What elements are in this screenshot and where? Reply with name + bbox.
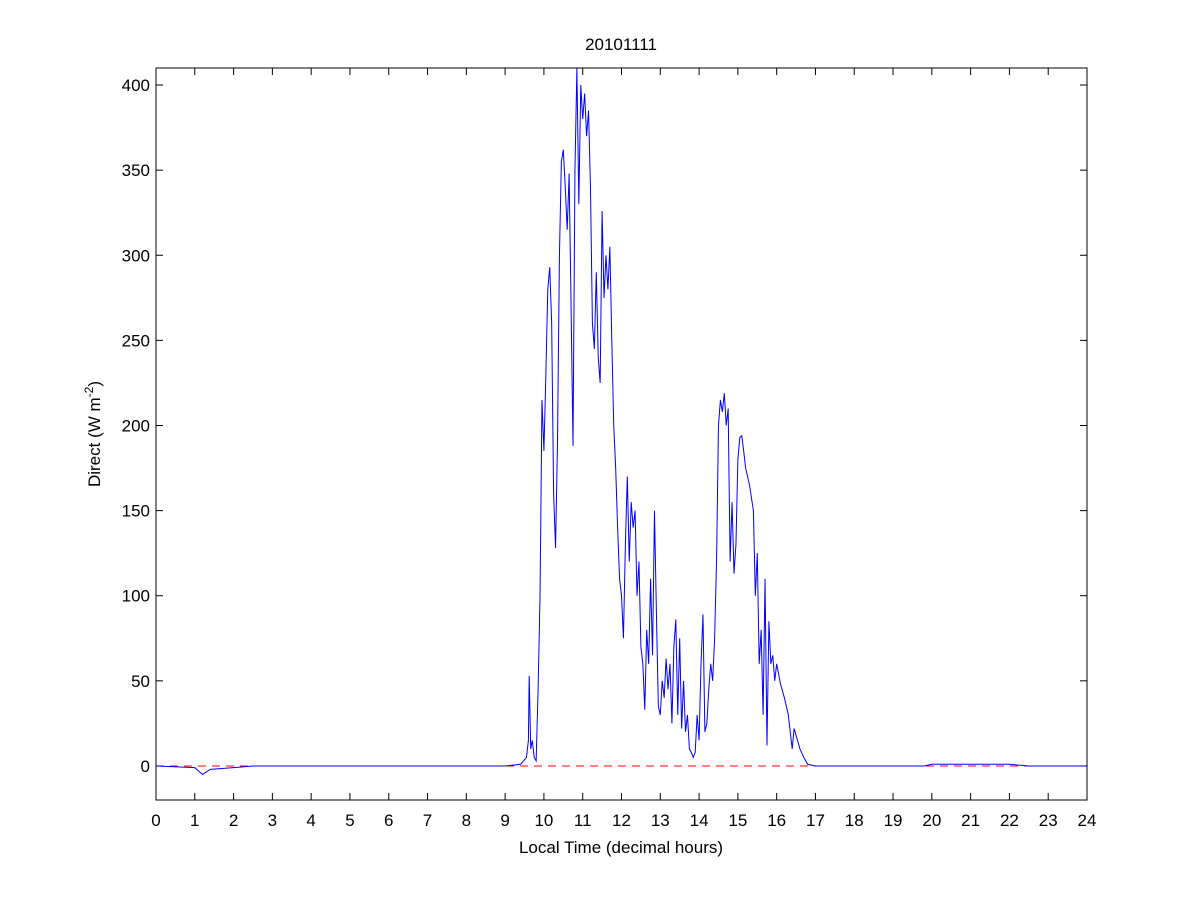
x-tick-label: 21 <box>961 811 980 830</box>
x-tick-label: 16 <box>767 811 786 830</box>
x-tick-label: 0 <box>151 811 160 830</box>
x-tick-label: 18 <box>845 811 864 830</box>
x-tick-label: 19 <box>884 811 903 830</box>
y-tick-label: 350 <box>122 161 150 180</box>
x-tick-label: 4 <box>306 811 315 830</box>
y-tick-label: 400 <box>122 76 150 95</box>
x-axis-label: Local Time (decimal hours) <box>519 838 723 857</box>
x-tick-label: 9 <box>500 811 509 830</box>
x-tick-label: 7 <box>423 811 432 830</box>
y-tick-label: 50 <box>131 672 150 691</box>
y-tick-label: 100 <box>122 587 150 606</box>
y-tick-label: 300 <box>122 246 150 265</box>
x-tick-label: 2 <box>229 811 238 830</box>
y-tick-label: 250 <box>122 331 150 350</box>
data-line <box>155 67 1087 776</box>
y-axis-label-sup: -2 <box>82 386 96 397</box>
x-tick-label: 23 <box>1039 811 1058 830</box>
y-tick-label: 0 <box>141 757 150 776</box>
x-tick-label: 6 <box>384 811 393 830</box>
y-axis-label-end: ) <box>85 381 104 387</box>
y-tick-label: 150 <box>122 502 150 521</box>
x-tick-label: 14 <box>690 811 709 830</box>
y-tick-label: 200 <box>122 416 150 435</box>
x-tick-label: 5 <box>345 811 354 830</box>
x-tick-label: 22 <box>1000 811 1019 830</box>
x-tick-label: 17 <box>806 811 825 830</box>
chart-title: 20101111 <box>585 35 657 54</box>
y-axis-label: Direct (W m-2) <box>82 381 104 487</box>
x-tick-label: 20 <box>922 811 941 830</box>
x-tick-label: 15 <box>728 811 747 830</box>
x-tick-label: 10 <box>534 811 553 830</box>
x-tick-label: 3 <box>268 811 277 830</box>
x-tick-label: 11 <box>574 811 592 830</box>
plot-frame <box>155 67 1088 801</box>
x-tick-label: 13 <box>651 811 670 830</box>
x-tick-label: 8 <box>462 811 471 830</box>
x-tick-label: 1 <box>190 811 199 830</box>
x-tick-label: 12 <box>612 811 631 830</box>
y-axis-label-text: Direct (W m <box>85 397 104 487</box>
x-tick-label: 24 <box>1078 811 1097 830</box>
